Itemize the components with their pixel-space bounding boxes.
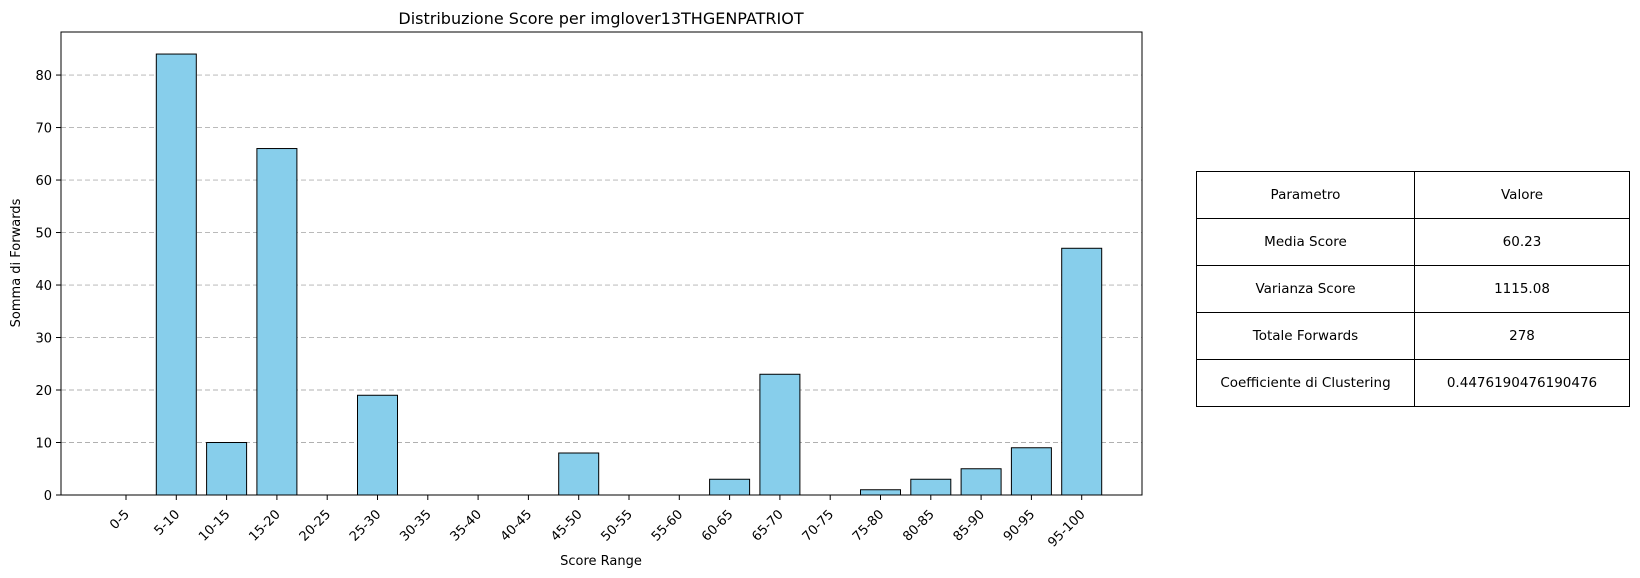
y-tick-label: 30 <box>35 332 52 347</box>
grid-lines <box>61 74 1142 443</box>
bar-75-80 <box>860 489 901 496</box>
bar-85-90 <box>960 468 1002 496</box>
table-row: Varianza Score 1115.08 <box>1196 265 1630 313</box>
y-tick-label: 60 <box>35 174 52 189</box>
bar-15-20 <box>256 148 298 496</box>
x-tick-label: 55-60 <box>649 507 686 544</box>
table-cell-value: 278 <box>1414 312 1630 360</box>
chart-title: Distribuzione Score per imglover13THGENP… <box>398 9 803 28</box>
bar-90-95 <box>1010 447 1052 496</box>
table-cell-value: 60.23 <box>1414 218 1630 266</box>
x-tick-label: 40-45 <box>498 507 535 544</box>
x-tick-label: 75-80 <box>850 507 887 544</box>
x-tick-label: 35-40 <box>448 507 485 544</box>
x-tick-label: 45-50 <box>548 507 585 544</box>
x-tick-label: 65-70 <box>749 507 786 544</box>
table-cell-value: 1115.08 <box>1414 265 1630 313</box>
table-cell-value: 0.4476190476190476 <box>1414 359 1630 407</box>
x-tick-label: 60-65 <box>699 507 736 544</box>
table-cell-param: Coefficiente di Clustering <box>1196 359 1415 407</box>
table-header-cell: Valore <box>1414 171 1630 219</box>
x-tick-label: 90-95 <box>1001 507 1038 544</box>
y-tick-label: 50 <box>35 227 52 242</box>
plot-frame <box>60 31 1143 496</box>
bar-45-50 <box>558 452 600 496</box>
bar-10-15 <box>206 442 248 496</box>
x-tick-label: 95-100 <box>1045 507 1088 550</box>
table-row: Coefficiente di Clustering 0.44761904761… <box>1196 359 1630 407</box>
stats-table: Parametro Valore Media Score 60.23 Varia… <box>1196 171 1630 407</box>
bars <box>155 53 1103 496</box>
y-axis-label: Somma di Forwards <box>9 198 24 327</box>
bar-80-85 <box>910 478 952 496</box>
bar-65-70 <box>759 373 801 496</box>
bar-chart: 0 10 20 30 40 50 60 70 80 0-5 5-10 10-15 15-20 20-25… <box>9 9 1143 569</box>
table-row: Media Score 60.23 <box>1196 218 1630 266</box>
x-tick-label: 5-10 <box>152 507 183 538</box>
x-tick-label: 10-15 <box>196 507 233 544</box>
bar-5-10 <box>155 53 197 496</box>
bar-95-100 <box>1061 247 1103 496</box>
y-tick-label: 40 <box>35 279 52 294</box>
table-row: Totale Forwards 278 <box>1196 312 1630 360</box>
y-tick-label: 10 <box>35 437 52 452</box>
table-header-cell: Parametro <box>1196 171 1415 219</box>
y-tick-label: 70 <box>35 122 52 137</box>
y-ticks: 0 10 20 30 40 50 60 70 80 <box>35 69 61 504</box>
table-cell-param: Media Score <box>1196 218 1415 266</box>
x-tick-label: 25-30 <box>347 507 384 544</box>
x-tick-label: 80-85 <box>900 507 937 544</box>
x-ticks: 0-5 5-10 10-15 15-20 20-25 25-30 30-35 35-40 40-… <box>107 495 1089 550</box>
bar-25-30 <box>357 394 398 496</box>
y-tick-label: 0 <box>44 489 52 504</box>
table-cell-param: Varianza Score <box>1196 265 1415 313</box>
x-tick-label: 20-25 <box>297 507 334 544</box>
x-axis-label: Score Range <box>560 554 642 569</box>
x-tick-label: 15-20 <box>246 507 283 544</box>
y-tick-label: 20 <box>35 384 52 399</box>
x-tick-label: 70-75 <box>800 507 837 544</box>
y-tick-label: 80 <box>35 69 52 84</box>
table-cell-param: Totale Forwards <box>1196 312 1415 360</box>
x-tick-label: 50-55 <box>599 507 636 544</box>
bar-60-65 <box>709 478 751 496</box>
x-tick-label: 0-5 <box>107 507 133 533</box>
table-header-row: Parametro Valore <box>1196 171 1630 219</box>
x-tick-label: 85-90 <box>951 507 988 544</box>
x-tick-label: 30-35 <box>397 507 434 544</box>
